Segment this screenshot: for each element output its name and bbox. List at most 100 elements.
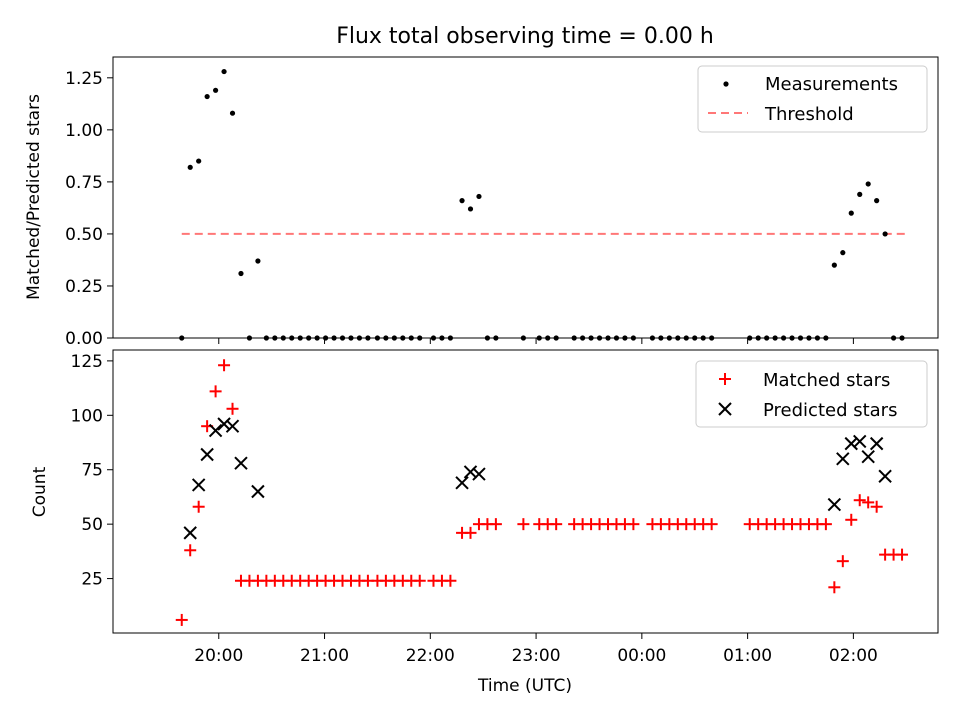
predicted-marker-b [869, 436, 884, 451]
matched-star-point [489, 518, 502, 531]
top-legend: Measurements Threshold [697, 65, 928, 133]
predicted-star-point [200, 447, 214, 462]
measurement-point [747, 335, 753, 341]
predicted-star-point [472, 467, 486, 481]
measurement-point [545, 335, 551, 341]
measurement-point [314, 335, 320, 341]
measurement-point [439, 335, 445, 341]
top-y-tick-label: 0.50 [65, 225, 103, 245]
measurement-point [692, 335, 698, 341]
measurement-point [520, 335, 526, 341]
measurement-point [797, 335, 804, 341]
predicted-star-point [869, 436, 884, 451]
measurement-point [356, 335, 363, 341]
measurement-point [493, 335, 499, 341]
top-y-axis-label: Matched/Predicted stars [24, 94, 44, 300]
measurement-point [447, 335, 454, 341]
measurement-point [789, 335, 795, 341]
measurement-point [683, 335, 689, 341]
measurement-point [365, 335, 371, 341]
measurement-point [306, 335, 312, 341]
measurement-point [536, 335, 542, 341]
predicted-star-point [251, 484, 265, 499]
bottom-y-tick-label: 100 [71, 406, 103, 426]
top-y-tick-label: 1.25 [65, 69, 103, 89]
predicted-marker-b [878, 469, 892, 483]
measurement-point [814, 335, 821, 341]
measurement-point [272, 335, 278, 341]
bottom-y-tick-label: 25 [81, 570, 103, 590]
measurement-point [391, 335, 397, 341]
predicted-star-point [183, 526, 197, 540]
measurement-point [484, 335, 491, 341]
predicted-star-point [878, 469, 892, 483]
matched-star-point [819, 518, 832, 531]
bottom-x-tick-label: 22:00 [406, 646, 455, 666]
measurement-point [476, 193, 482, 200]
measurement-point [630, 335, 636, 341]
matched-star-point [836, 555, 849, 568]
matched-star-point [192, 500, 205, 513]
matched-star-point [550, 518, 563, 531]
matched-star-point [627, 518, 640, 531]
predicted-marker-b [183, 526, 197, 540]
measurement-points [179, 68, 905, 341]
measurement-point [322, 335, 329, 341]
bottom-y-ticks: 25 50 75 100 125 [71, 352, 113, 590]
top-y-tick-label: 0.25 [65, 277, 103, 297]
measurement-point [622, 335, 628, 341]
predicted-marker-b [217, 417, 231, 431]
measurement-point [187, 164, 193, 170]
matched-star-point [705, 518, 718, 531]
measurement-point [831, 262, 837, 268]
predicted-marker-b [463, 465, 478, 479]
matched-star-point [209, 385, 222, 398]
predicted-star-point [836, 452, 850, 466]
matched-star-point [444, 574, 457, 587]
bottom-y-axis-label: Count [30, 466, 50, 517]
measurement-point [700, 335, 706, 341]
measurement-point [221, 68, 227, 75]
bottom-x-tick-label: 00:00 [617, 646, 666, 666]
matched-star-point [413, 574, 426, 587]
bottom-plot-frame [112, 349, 939, 634]
predicted-marker-b [861, 449, 875, 464]
bottom-legend-box [695, 360, 928, 428]
bottom-y-tick-label: 50 [81, 515, 103, 535]
top-y-ticks: 0.00 0.25 0.50 0.75 1.00 1.25 [65, 69, 113, 349]
measurement-point [806, 335, 812, 341]
bottom-x-tick-label: 23:00 [512, 646, 561, 666]
measurement-point [709, 335, 715, 341]
measurement-point [890, 335, 897, 341]
bottom-x-tick-label: 21:00 [300, 646, 349, 666]
measurement-point [238, 270, 244, 277]
measurement-point [848, 210, 854, 216]
bottom-plot: 25 50 75 100 125 20:00 21:00 22:00 23:00 00:00 01… [30, 349, 939, 696]
predicted-star-point [208, 423, 223, 438]
matched-star-point [464, 526, 477, 539]
measurement-point [874, 198, 880, 204]
predicted-marker-b [191, 478, 206, 492]
top-y-tick-label: 0.00 [65, 329, 103, 349]
legend-predicted-label: Predicted stars [763, 400, 897, 421]
measurement-point [613, 335, 620, 341]
measurement-point [289, 335, 295, 341]
bottom-x-tick-label: 02:00 [829, 646, 878, 666]
predicted-star-point [234, 456, 248, 470]
legend-measurements-marker [723, 81, 729, 87]
measurement-point [263, 335, 269, 341]
matched-star-point [862, 496, 875, 509]
matched-star-point [845, 513, 858, 526]
matched-star-point [828, 581, 841, 594]
predicted-marker-b [208, 423, 223, 438]
top-legend-box [697, 65, 928, 133]
measurement-point [255, 258, 261, 264]
predicted-star-point [191, 478, 206, 492]
matched-star-point [896, 548, 909, 561]
measurement-point [666, 335, 672, 341]
bottom-x-tick-label: 01:00 [723, 646, 772, 666]
top-y-tick-label: 0.75 [65, 173, 103, 193]
matched-star-point [517, 518, 530, 531]
predicted-marker-b [225, 419, 240, 433]
matched-star-point [870, 500, 883, 513]
